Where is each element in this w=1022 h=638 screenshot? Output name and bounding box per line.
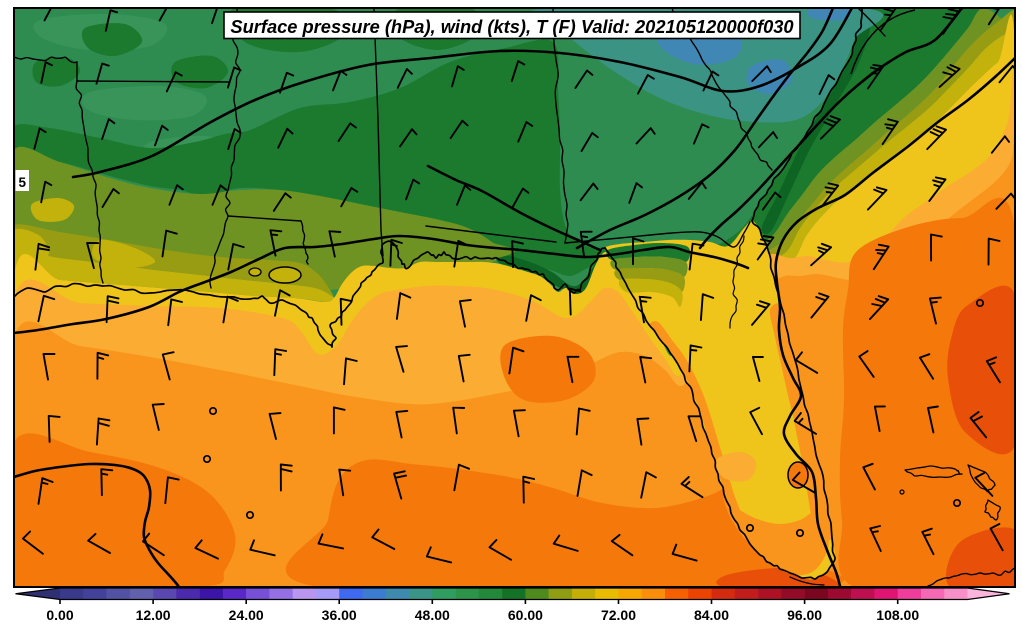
svg-text:5: 5 <box>19 175 27 190</box>
svg-text:48.00: 48.00 <box>415 607 450 623</box>
svg-text:36.00: 36.00 <box>322 607 357 623</box>
svg-text:12.00: 12.00 <box>136 607 171 623</box>
svg-text:60.00: 60.00 <box>508 607 543 623</box>
svg-text:84.00: 84.00 <box>694 607 729 623</box>
svg-text:96.00: 96.00 <box>787 607 822 623</box>
svg-text:24.00: 24.00 <box>229 607 264 623</box>
svg-text:108.00: 108.00 <box>876 607 919 623</box>
svg-text:Surface pressure (hPa), wind (: Surface pressure (hPa), wind (kts), T (F… <box>230 16 793 37</box>
svg-text:0.00: 0.00 <box>46 607 73 623</box>
svg-text:72.00: 72.00 <box>601 607 636 623</box>
